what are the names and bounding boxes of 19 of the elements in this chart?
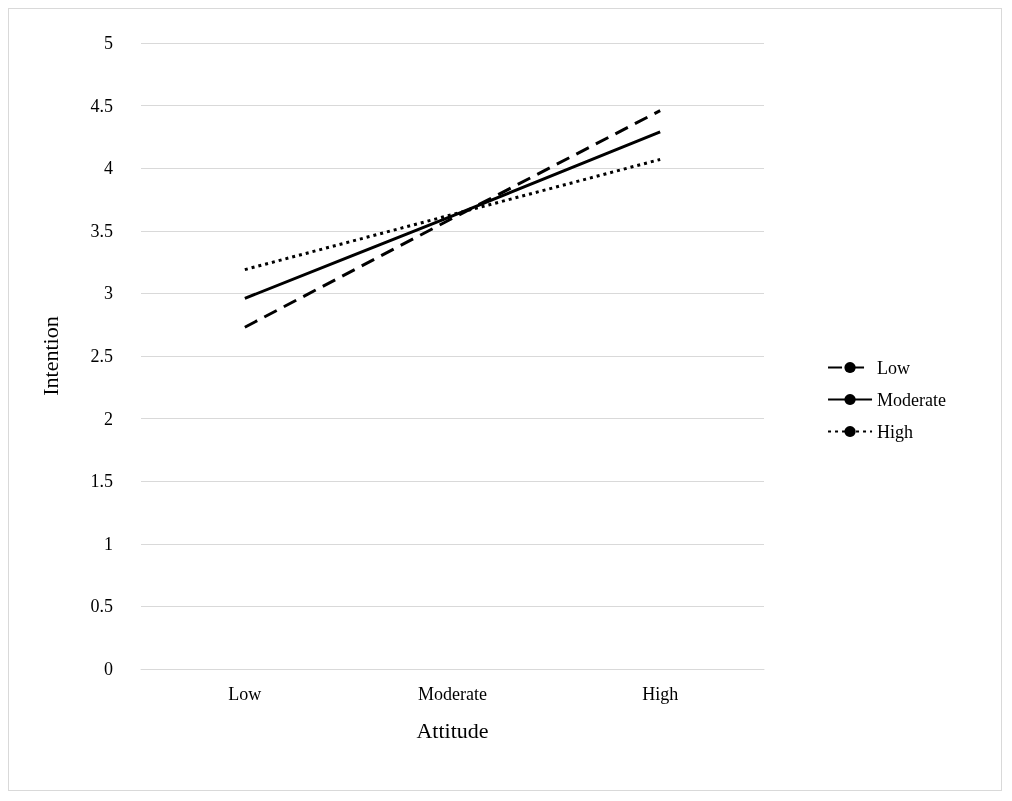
- y-tick-label: 2: [104, 408, 113, 429]
- x-tick-label: Low: [228, 684, 262, 704]
- y-axis-title: Intention: [37, 316, 63, 396]
- legend-label: Low: [877, 357, 911, 378]
- y-tick-label: 3: [104, 283, 113, 304]
- y-tick-label: 1.5: [90, 471, 113, 492]
- legend-label: High: [877, 421, 914, 442]
- y-tick-label: 5: [104, 33, 113, 53]
- legend-label: Moderate: [877, 389, 947, 410]
- y-tick-label: 4.5: [90, 95, 113, 116]
- x-tick-label: High: [642, 684, 679, 704]
- x-axis-title: Attitude: [416, 717, 489, 743]
- y-tick-label: 2.5: [90, 346, 113, 366]
- y-tick-label: 0: [104, 659, 113, 679]
- y-tick-label: 1: [104, 533, 113, 554]
- y-tick-label: 4: [104, 158, 113, 179]
- y-tick-label: 0.5: [90, 596, 113, 617]
- x-tick-label: Moderate: [418, 684, 487, 704]
- y-tick-label: 3.5: [90, 220, 113, 241]
